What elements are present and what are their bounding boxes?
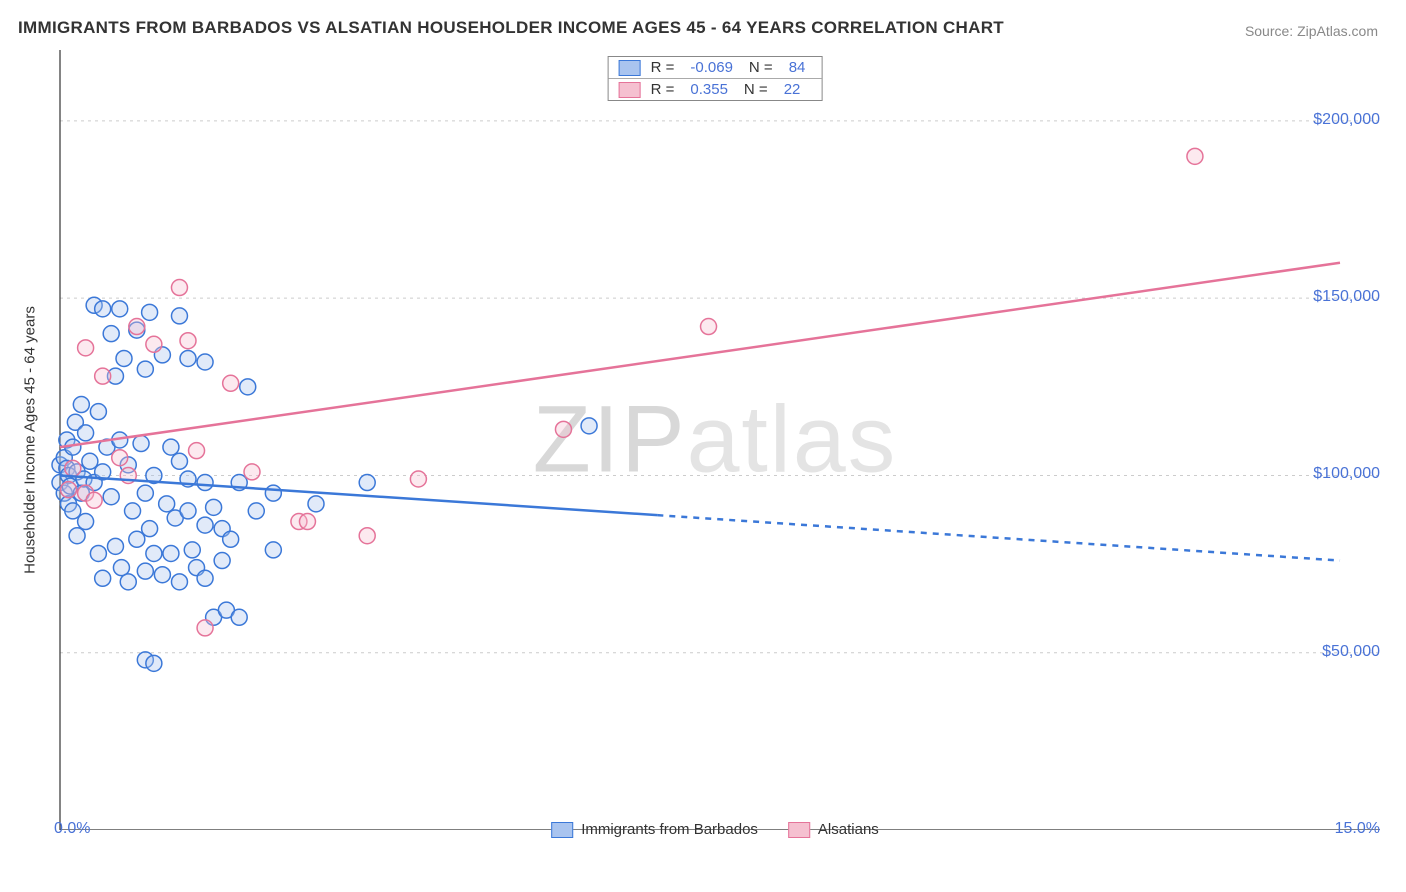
source-credit: Source: ZipAtlas.com	[1245, 23, 1378, 39]
legend-series-0: Immigrants from Barbados	[551, 821, 758, 838]
legend-r-label-1: R =	[651, 81, 675, 98]
legend-swatch-1	[619, 82, 641, 98]
plot-area: Householder Income Ages 45 - 64 years ZI…	[50, 50, 1380, 830]
legend-correlation: R = -0.069 N = 84 R = 0.355 N = 22	[608, 56, 823, 101]
chart-title: IMMIGRANTS FROM BARBADOS VS ALSATIAN HOU…	[18, 18, 1004, 38]
legend-r-value-1: 0.355	[684, 81, 734, 98]
legend-swatch-0	[619, 60, 641, 76]
x-right-label: 15.0%	[1335, 820, 1380, 838]
y-axis-label: Householder Income Ages 45 - 64 years	[22, 306, 39, 574]
legend-series: Immigrants from Barbados Alsatians	[551, 821, 879, 838]
legend-row-0: R = -0.069 N = 84	[609, 57, 822, 79]
legend-n-label-1: N =	[744, 81, 768, 98]
y-tick-label: $100,000	[1313, 465, 1380, 483]
chart-svg	[50, 50, 1380, 830]
y-tick-label: $50,000	[1322, 643, 1380, 661]
legend-n-value-1: 22	[778, 81, 807, 98]
y-tick-label: $200,000	[1313, 111, 1380, 129]
legend-series-1: Alsatians	[788, 821, 879, 838]
legend-series-label-0: Immigrants from Barbados	[581, 821, 758, 838]
legend-r-label-0: R =	[651, 59, 675, 76]
legend-series-swatch-0	[551, 822, 573, 838]
source-label: Source:	[1245, 23, 1293, 39]
legend-n-value-0: 84	[783, 59, 812, 76]
legend-n-label-0: N =	[749, 59, 773, 76]
legend-r-value-0: -0.069	[684, 59, 739, 76]
y-tick-label: $150,000	[1313, 288, 1380, 306]
source-value: ZipAtlas.com	[1297, 23, 1378, 39]
x-left-label: 0.0%	[54, 820, 90, 838]
legend-series-label-1: Alsatians	[818, 821, 879, 838]
legend-series-swatch-1	[788, 822, 810, 838]
legend-row-1: R = 0.355 N = 22	[609, 79, 822, 100]
